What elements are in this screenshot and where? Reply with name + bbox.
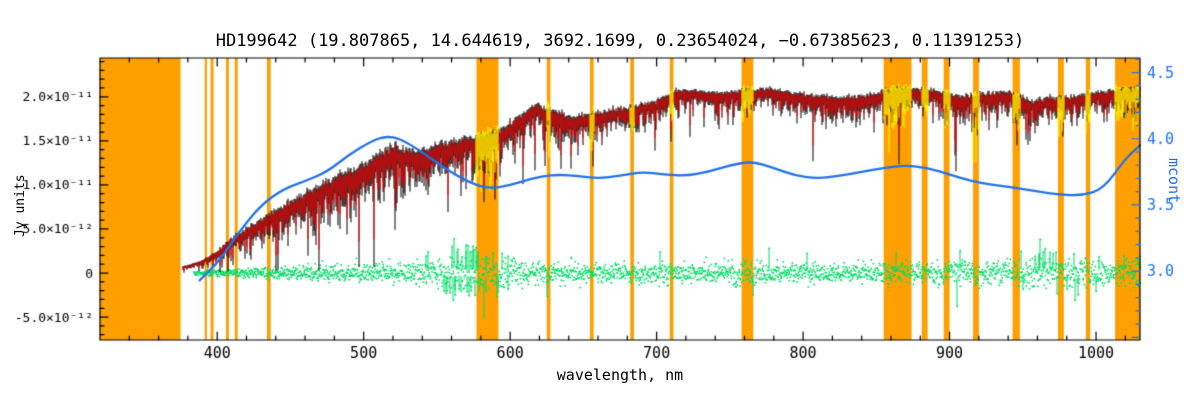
- y-axis-label-left: Jy units: [13, 174, 28, 237]
- y-axis-label-right: mcont: [1165, 158, 1183, 204]
- x-axis-label: wavelength, nm: [556, 366, 684, 384]
- chart-title: HD199642 (19.807865, 14.644619, 3692.169…: [215, 31, 1025, 51]
